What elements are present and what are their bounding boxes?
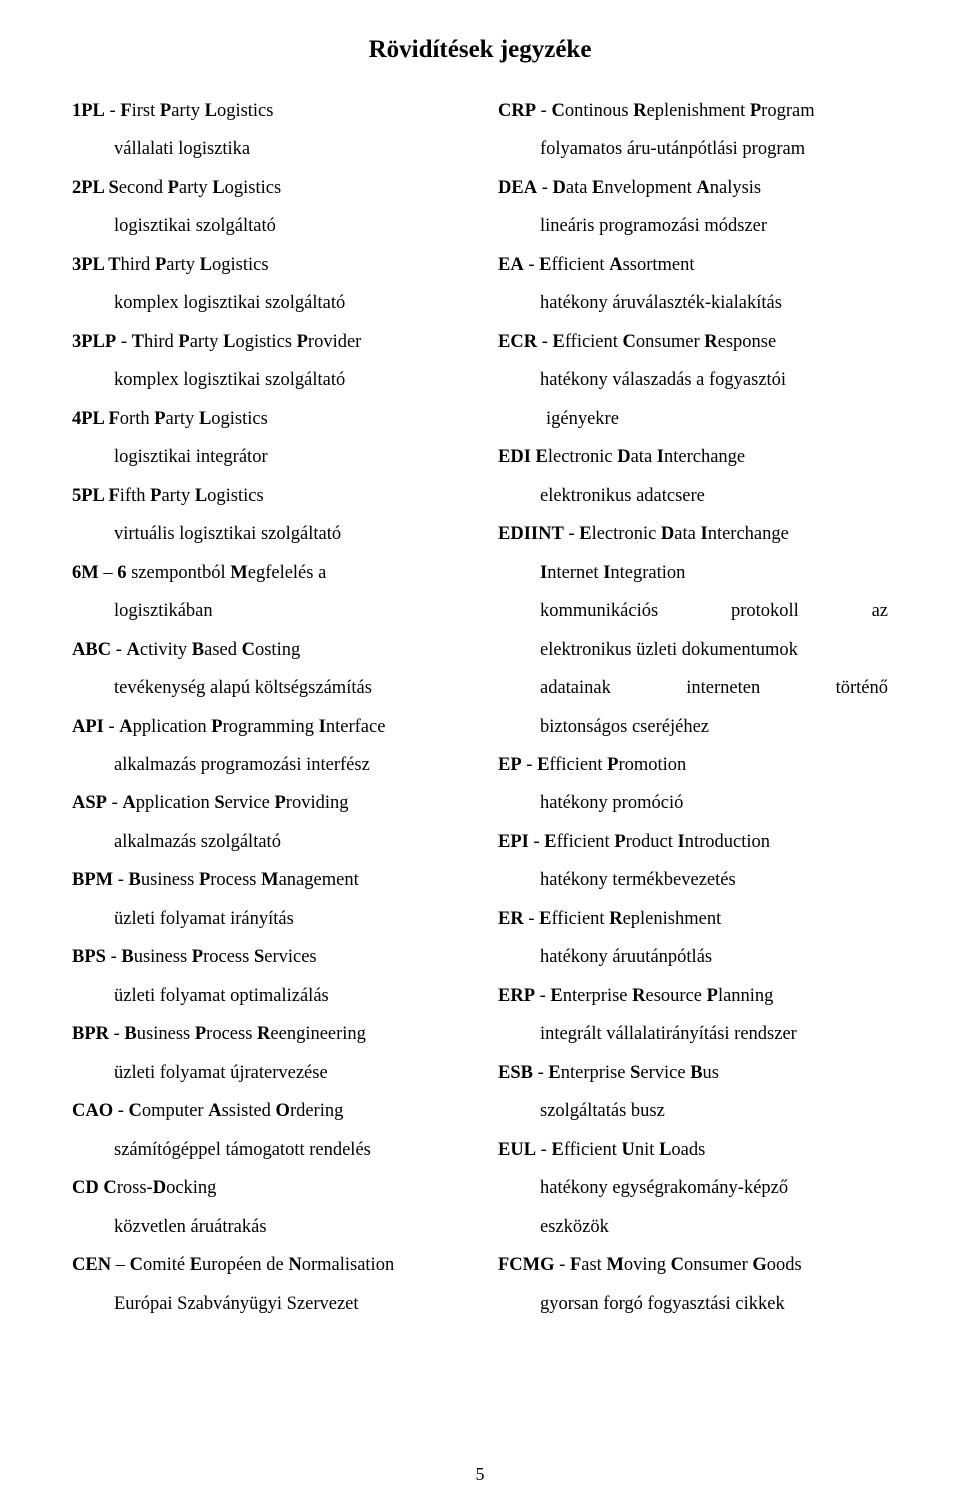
desc-edi: elektronikus adatcsere [498,477,888,515]
desc-ediint-j2: elektronikus üzleti dokumentumok [498,631,888,669]
desc-5pl: virtuális logisztikai szolgáltató [72,515,462,553]
term-1pl: 1PL - First Party Logistics [72,92,462,130]
column-right: CRP - Continous Replenishment Program fo… [498,92,888,1323]
column-left: 1PL - First Party Logistics vállalati lo… [72,92,462,1323]
term-dea: DEA - Data Envelopment Analysis [498,169,888,207]
desc-fcmg: gyorsan forgó fogyasztási cikkek [498,1285,888,1323]
desc-1pl: vállalati logisztika [72,130,462,168]
desc-2pl: logisztikai szolgáltató [72,207,462,245]
term-bpm: BPM - Business Process Management [72,861,462,899]
ediint-j3c: történő [836,669,888,707]
term-epi: EPI - Efficient Product Introduction [498,823,888,861]
page-number: 5 [476,1464,485,1485]
term-ediint: EDIINT - Electronic Data Interchange [498,515,888,553]
desc-ediint-j3: adatainak interneten történő [498,669,888,707]
term-5pl: 5PL Fifth Party Logistics [72,477,462,515]
term-eul: EUL - Efficient Unit Loads [498,1131,888,1169]
term-api: API - Application Programming Interface [72,708,462,746]
page-title: Rövidítések jegyzéke [72,36,888,64]
desc-erp: integrált vállalatirányítási rendszer [498,1015,888,1053]
term-cd: CD Cross-Docking [72,1169,462,1207]
desc-ediint-4: biztonságos cseréjéhez [498,708,888,746]
term-bps: BPS - Business Process Services [72,938,462,976]
page: Rövidítések jegyzéke 1PL - First Party L… [0,0,960,1503]
desc-3pl: komplex logisztikai szolgáltató [72,284,462,322]
desc-er: hatékony áruutánpótlás [498,938,888,976]
desc-abc: tevékenység alapú költségszámítás [72,669,462,707]
desc-asp: alkalmazás szolgáltató [72,823,462,861]
desc-cao: számítógéppel támogatott rendelés [72,1131,462,1169]
term-6m: 6M – 6 szempontból Megfelelés a [72,554,462,592]
term-esb: ESB - Enterprise Service Bus [498,1054,888,1092]
term-ep: EP - Efficient Promotion [498,746,888,784]
term-ea: EA - Efficient Assortment [498,246,888,284]
desc-3plp: komplex logisztikai szolgáltató [72,361,462,399]
term-abc: ABC - Activity Based Costing [72,631,462,669]
desc-ea: hatékony áruválaszték-kialakítás [498,284,888,322]
term-2pl: 2PL Second Party Logistics [72,169,462,207]
term-edi: EDI Electronic Data Interchange [498,438,888,476]
desc-4pl: logisztikai integrátor [72,438,462,476]
desc-eul-1: hatékony egységrakomány-képző [498,1169,888,1207]
desc-cd: közvetlen áruátrakás [72,1208,462,1246]
term-3plp: 3PLP - Third Party Logistics Provider [72,323,462,361]
ediint-j1c: az [872,592,888,630]
desc-epi: hatékony termékbevezetés [498,861,888,899]
ediint-j3b: interneten [686,669,760,707]
desc-6m: logisztikában [72,592,462,630]
ediint-j3a: adatainak [540,669,611,707]
desc-ecr-1: hatékony válaszadás a fogyasztói [498,361,888,399]
term-ecr: ECR - Efficient Consumer Response [498,323,888,361]
term-asp: ASP - Application Service Providing [72,784,462,822]
term-cen: CEN – Comité Européen de Normalisation [72,1246,462,1284]
term-4pl: 4PL Forth Party Logistics [72,400,462,438]
desc-api: alkalmazás programozási interfész [72,746,462,784]
term-ediint-2: Internet Integration [498,554,888,592]
desc-esb: szolgáltatás busz [498,1092,888,1130]
term-bpr: BPR - Business Process Reengineering [72,1015,462,1053]
term-fcmg: FCMG - Fast Moving Consumer Goods [498,1246,888,1284]
term-er: ER - Efficient Replenishment [498,900,888,938]
desc-eul-2: eszközök [498,1208,888,1246]
term-erp: ERP - Enterprise Resource Planning [498,977,888,1015]
ediint-j1a: kommunikációs [540,592,658,630]
desc-crp: folyamatos áru-utánpótlási program [498,130,888,168]
desc-bps: üzleti folyamat optimalizálás [72,977,462,1015]
desc-ep: hatékony promóció [498,784,888,822]
desc-ediint-j1: kommunikációs protokoll az [498,592,888,630]
desc-ecr-2: igényekre [498,400,888,438]
desc-dea: lineáris programozási módszer [498,207,888,245]
desc-cen: Európai Szabványügyi Szervezet [72,1285,462,1323]
columns: 1PL - First Party Logistics vállalati lo… [72,92,888,1323]
term-crp: CRP - Continous Replenishment Program [498,92,888,130]
desc-bpr: üzleti folyamat újratervezése [72,1054,462,1092]
term-cao: CAO - Computer Assisted Ordering [72,1092,462,1130]
desc-bpm: üzleti folyamat irányítás [72,900,462,938]
term-3pl: 3PL Third Party Logistics [72,246,462,284]
ediint-j1b: protokoll [731,592,799,630]
